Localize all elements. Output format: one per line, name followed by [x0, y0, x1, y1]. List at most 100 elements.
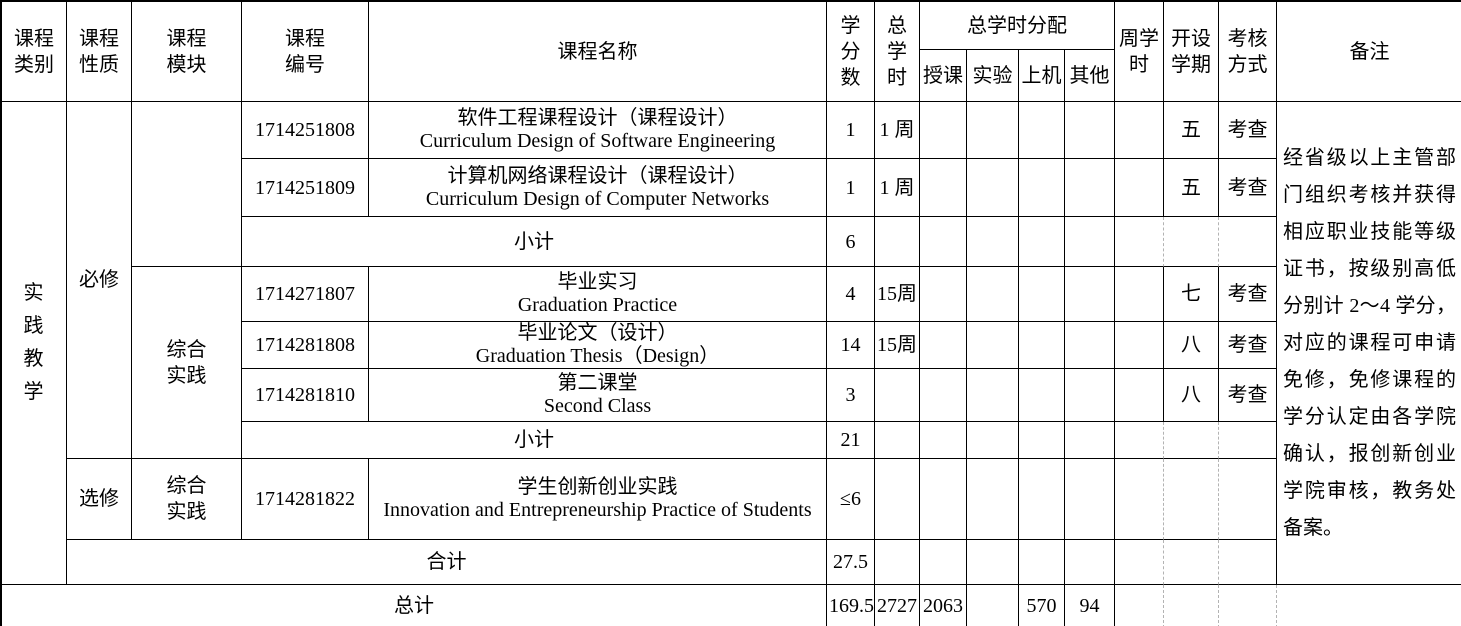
grand-total-row: 总计 169.5 2727 2063 570 94 [2, 585, 1461, 626]
header-weekly-hours: 周学 时 [1115, 2, 1164, 102]
header-assessment: 考核 方式 [1219, 2, 1277, 102]
course-assessment: 考查 [1219, 322, 1277, 369]
subtotal-experiment [967, 217, 1019, 267]
course-lecture [920, 102, 967, 159]
header-total-hours: 总 学 时 [875, 2, 920, 102]
course-lecture [920, 159, 967, 217]
course-computer [1019, 102, 1065, 159]
header-dist-other: 其他 [1065, 50, 1115, 102]
course-experiment [967, 322, 1019, 369]
total-other [1065, 540, 1115, 585]
course-weekly-hours [1115, 322, 1164, 369]
header-hours-dist: 总学时分配 [920, 2, 1115, 50]
course-credits: 14 [827, 322, 875, 369]
course-semester: 八 [1164, 369, 1219, 422]
grand-total-assessment [1219, 585, 1277, 626]
course-name: 学生创新创业实践 Innovation and Entrepreneurship… [369, 459, 827, 540]
grand-total-other: 94 [1065, 585, 1115, 626]
header-semester: 开设 学期 [1164, 2, 1219, 102]
course-lecture [920, 322, 967, 369]
header-dist-experiment: 实验 [967, 50, 1019, 102]
module-blank [132, 102, 242, 267]
subtotal-lecture [920, 217, 967, 267]
subtotal-assessment [1219, 422, 1277, 459]
course-other [1065, 267, 1115, 322]
subtotal-semester [1164, 422, 1219, 459]
course-weekly-hours [1115, 267, 1164, 322]
course-other [1065, 159, 1115, 217]
course-semester: 五 [1164, 159, 1219, 217]
course-total-hours: 15周 [875, 267, 920, 322]
subtotal-weekly-hours [1115, 422, 1164, 459]
header-row-1: 课程 类别 课程 性质 课程 模块 课程 编号 课程名称 学 分 数 总 学 时… [2, 2, 1461, 102]
course-code: 1714281810 [242, 369, 369, 422]
course-code: 1714281808 [242, 322, 369, 369]
course-row-6: 选修 综合 实践 1714281822 学生创新创业实践 Innovation … [2, 459, 1461, 540]
course-semester: 五 [1164, 102, 1219, 159]
course-computer [1019, 322, 1065, 369]
course-lecture [920, 369, 967, 422]
course-other [1065, 459, 1115, 540]
course-assessment [1219, 459, 1277, 540]
course-computer [1019, 159, 1065, 217]
remarks-text: 经省级以上主管部门组织考核并获得相应职业技能等级证书，按级别高低分别计 2～4 … [1277, 102, 1461, 585]
grand-total-lecture: 2063 [920, 585, 967, 626]
header-name: 课程名称 [369, 2, 827, 102]
header-credits: 学 分 数 [827, 2, 875, 102]
total-lecture [920, 540, 967, 585]
course-semester: 八 [1164, 322, 1219, 369]
module-comprehensive-practice: 综合 实践 [132, 267, 242, 459]
total-total-hours [875, 540, 920, 585]
course-credits: 4 [827, 267, 875, 322]
subtotal-other [1065, 422, 1115, 459]
nature-required: 必修 [67, 102, 132, 459]
subtotal-total-hours [875, 422, 920, 459]
course-experiment [967, 159, 1019, 217]
course-name: 计算机网络课程设计（课程设计） Curriculum Design of Com… [369, 159, 827, 217]
total-semester [1164, 540, 1219, 585]
course-code: 1714271807 [242, 267, 369, 322]
course-row-2: 1714251809 计算机网络课程设计（课程设计） Curriculum De… [2, 159, 1461, 217]
grand-total-semester [1164, 585, 1219, 626]
course-experiment [967, 459, 1019, 540]
grand-total-label: 总计 [2, 585, 827, 626]
subtotal-label: 小计 [242, 217, 827, 267]
total-weekly-hours [1115, 540, 1164, 585]
course-credits: 1 [827, 102, 875, 159]
course-weekly-hours [1115, 369, 1164, 422]
subtotal-experiment [967, 422, 1019, 459]
subtotal-computer [1019, 422, 1065, 459]
header-row-2: 授课 实验 上机 其他 [2, 50, 1461, 102]
course-total-hours: 1 周 [875, 102, 920, 159]
total-experiment [967, 540, 1019, 585]
header-nature: 课程 性质 [67, 2, 132, 102]
course-total-hours [875, 369, 920, 422]
course-other [1065, 369, 1115, 422]
course-weekly-hours [1115, 459, 1164, 540]
course-computer [1019, 459, 1065, 540]
total-computer [1019, 540, 1065, 585]
course-name: 毕业论文（设计） Graduation Thesis（Design） [369, 322, 827, 369]
course-experiment [967, 102, 1019, 159]
course-name: 软件工程课程设计（课程设计） Curriculum Design of Soft… [369, 102, 827, 159]
grand-total-experiment [967, 585, 1019, 626]
subtotal-row-1: 小计 6 [2, 217, 1461, 267]
course-assessment: 考查 [1219, 369, 1277, 422]
course-computer [1019, 369, 1065, 422]
nature-elective: 选修 [67, 459, 132, 540]
course-row-5: 1714281810 第二课堂 Second Class 3 八 考查 [2, 369, 1461, 422]
course-assessment: 考查 [1219, 102, 1277, 159]
grand-total-weekly-hours [1115, 585, 1164, 626]
subtotal-row-2: 小计 21 [2, 422, 1461, 459]
grand-total-total-hours: 2727 [875, 585, 920, 626]
subtotal-lecture [920, 422, 967, 459]
course-experiment [967, 267, 1019, 322]
course-computer [1019, 267, 1065, 322]
header-code: 课程 编号 [242, 2, 369, 102]
module-comprehensive-practice: 综合 实践 [132, 459, 242, 540]
header-module: 课程 模块 [132, 2, 242, 102]
header-dist-computer: 上机 [1019, 50, 1065, 102]
total-assessment [1219, 540, 1277, 585]
course-credits: 3 [827, 369, 875, 422]
